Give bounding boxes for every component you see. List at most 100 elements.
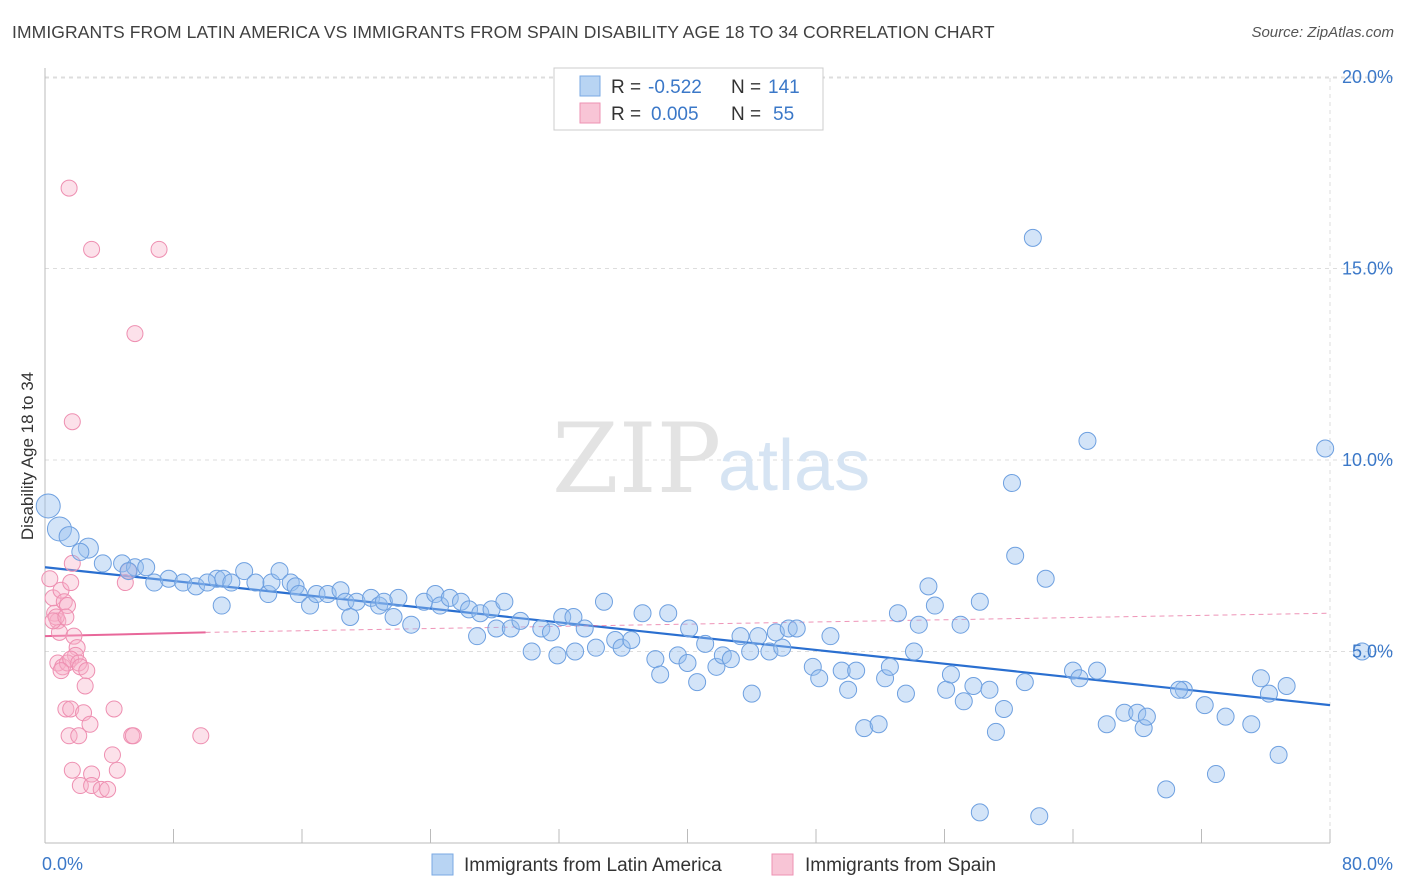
latin-america-point (426, 585, 445, 604)
y-tick-labels: 5.0% 10.0% 15.0% 20.0% (1342, 67, 1393, 662)
legend-swatch-latin-america (579, 75, 601, 97)
spain-point (44, 612, 62, 630)
latin-america-point (1002, 473, 1021, 492)
latin-america-point (331, 581, 350, 600)
spain-point (57, 700, 75, 718)
latin-america-point (741, 642, 760, 661)
latin-america-point (909, 615, 928, 634)
latin-america-point (612, 638, 631, 657)
latin-america-point (688, 673, 707, 692)
legend-n-value: 141 (768, 77, 800, 98)
latin-america-point (1128, 703, 1147, 722)
latin-america-point (896, 684, 915, 703)
latin-america-point (347, 592, 366, 611)
latin-america-point (980, 680, 999, 699)
bottom-legend-swatch-spain (771, 853, 794, 876)
latin-america-point (659, 604, 678, 623)
watermark-zip: ZIP (552, 403, 721, 515)
latin-america-point (471, 604, 490, 623)
spain-point (57, 608, 75, 626)
latin-america-point (1269, 745, 1288, 764)
y-tick-label: 5.0% (1352, 642, 1393, 662)
latin-america-point (460, 600, 479, 619)
latin-america-point (1030, 807, 1049, 826)
legend-r-label: R = (611, 77, 641, 98)
latin-america-point (212, 596, 231, 615)
spain-point (63, 413, 81, 431)
latin-america-point (696, 634, 715, 653)
latin-america-point (440, 588, 459, 607)
latin-america-point (1353, 642, 1372, 661)
latin-america-point (341, 608, 360, 627)
series-legend: Immigrants from Latin America Immigrants… (431, 853, 996, 876)
latin-america-point (431, 596, 450, 615)
spain-point (124, 727, 142, 745)
latin-america-point (487, 619, 506, 638)
latin-america-point (1174, 680, 1193, 699)
latin-america-point (58, 526, 80, 548)
latin-america-point (1088, 661, 1107, 680)
spain-point (70, 727, 88, 745)
latin-america-point (259, 585, 278, 604)
latin-america-point (198, 573, 217, 592)
latin-america-point (159, 569, 178, 588)
latin-america-point (594, 592, 613, 611)
latin-america-point (389, 588, 408, 607)
latin-america-point (1036, 569, 1055, 588)
latin-america-point (937, 680, 956, 699)
legend-swatch-spain (579, 102, 601, 124)
series-spain-points (41, 179, 210, 798)
spain-point (105, 700, 123, 718)
x-tick-label-max: 80.0% (1342, 854, 1393, 874)
latin-america-point (586, 638, 605, 657)
spain-point (81, 715, 99, 733)
latin-america-point (1115, 703, 1134, 722)
x-tick-labels: 0.0% 80.0% (42, 854, 1393, 874)
spain-trend-line-extension (205, 612, 1331, 633)
latin-america-point (810, 669, 829, 688)
spain-point (192, 727, 210, 745)
latin-america-point (119, 562, 138, 581)
latin-america-point (1097, 715, 1116, 734)
legend-r-value: 0.005 (651, 104, 699, 125)
spain-point (41, 570, 59, 588)
y-axis-label: Disability Age 18 to 34 (18, 372, 37, 540)
legend-r-label: R = (611, 104, 641, 125)
series-latin-america-points (35, 228, 1372, 826)
latin-america-point (289, 585, 308, 604)
latin-america-point (374, 592, 393, 611)
latin-america-point (501, 619, 520, 638)
latin-america-point (384, 608, 403, 627)
latin-america-point (731, 627, 750, 646)
latin-america-point (970, 803, 989, 822)
latin-america-point (1316, 439, 1335, 458)
spain-point (108, 761, 126, 779)
spain-point (60, 727, 78, 745)
latin-america-point (888, 604, 907, 623)
latin-america-point (1078, 431, 1097, 450)
latin-america-point (839, 680, 858, 699)
latin-america-point (495, 592, 514, 611)
spain-point (63, 761, 81, 779)
latin-america-point (301, 596, 320, 615)
latin-america-point (954, 692, 973, 711)
latin-america-point (71, 542, 90, 561)
latin-america-point (994, 699, 1013, 718)
legend-n-label: N = (731, 104, 761, 125)
latin-america-point (749, 627, 768, 646)
spain-point (99, 780, 117, 798)
latin-america-point (622, 631, 641, 650)
latin-america-point (941, 665, 960, 684)
latin-america-point (668, 646, 687, 665)
y-tick-label: 20.0% (1342, 67, 1393, 87)
latin-america-point (1216, 707, 1235, 726)
latin-america-point (235, 562, 254, 581)
watermark-atlas: atlas (718, 426, 870, 506)
latin-america-point (548, 646, 567, 665)
legend-r-value: -0.522 (648, 77, 702, 98)
latin-america-point (207, 569, 226, 588)
latin-america-point (1277, 676, 1296, 695)
watermark: ZIP atlas (552, 403, 870, 515)
spain-point (83, 777, 101, 795)
bottom-legend-label-spain: Immigrants from Spain (805, 855, 996, 876)
